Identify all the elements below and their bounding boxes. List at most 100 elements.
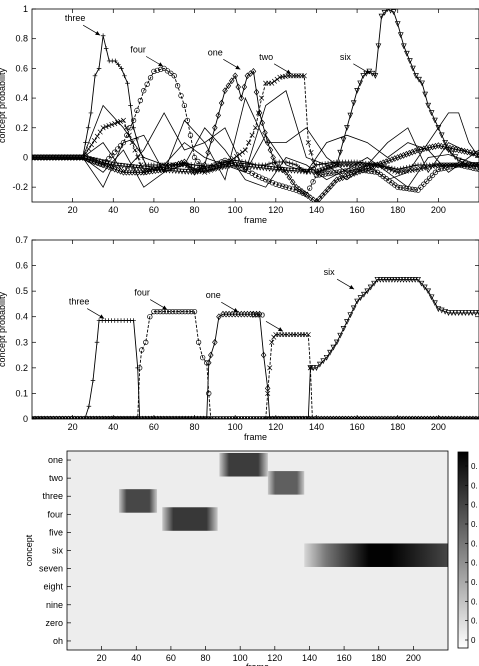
chart-0-series-4-point: [435, 125, 442, 131]
chart-0-xtick-label: 120: [268, 205, 283, 215]
chart-1-series-4-point: [445, 310, 452, 316]
chart-0-annotation: one: [208, 47, 223, 57]
chart-1-series-4-point: [323, 354, 330, 361]
chart-0-annotation-arrowhead: [158, 62, 164, 67]
chart-0-series-1-point: [432, 169, 439, 175]
chart-0-series-2-point: [319, 192, 326, 199]
chart-0-series-4-point: [269, 166, 276, 173]
chart-0-series-3-point: [100, 125, 106, 131]
chart-0-series-1-point: [397, 184, 404, 191]
chart-1-series-1-point: [143, 339, 149, 345]
chart-0-series-4-point: [357, 80, 364, 87]
chart-1-series-4-point: [38, 416, 44, 419]
chart-1-xtick-label: 40: [108, 422, 118, 432]
chart-1-series-4-point: [214, 416, 221, 419]
heatmap-cell-two: [267, 471, 305, 495]
chart-1-series-0-point: [54, 416, 60, 419]
heatmap-ytick-label: four: [47, 509, 63, 519]
chart-0-series-3-point: [234, 153, 240, 159]
chart-1-series-0-point: [403, 416, 408, 419]
chart-1-series-4-point: [247, 416, 254, 419]
chart-1-series-0-point: [32, 416, 38, 419]
chart-1-series-1-point: [157, 308, 163, 315]
chart-1-xtick-label: 200: [431, 422, 446, 432]
chart-0-series-8: [32, 127, 479, 188]
chart-1-series-0: [32, 318, 479, 419]
chart-0-xtick-label: 20: [68, 205, 78, 215]
chart-1-series-0-point: [42, 416, 47, 419]
heatmap-xtick-label: 100: [233, 653, 248, 663]
chart-1-series-3-point: [271, 334, 277, 340]
chart-0-series-1-point: [252, 172, 259, 178]
chart-0-series-0-point: [293, 162, 299, 168]
chart-0-series-4-point: [119, 163, 126, 169]
chart-0-series-2-point: [348, 171, 355, 178]
chart-1-series-4-point: [35, 416, 41, 419]
chart-1-frame: [31, 239, 479, 420]
chart-1-series-4-point: [199, 416, 205, 419]
chart-0-series-1-point: [279, 183, 286, 189]
chart-1-series-1-point: [137, 365, 143, 371]
chart-1-series-4-point: [226, 416, 233, 419]
chart-1-series-0-point: [94, 339, 100, 345]
chart-0-series-1-point: [316, 172, 323, 178]
chart-1-series-1-point: [206, 390, 212, 397]
chart-0-series-2-point: [351, 170, 357, 177]
chart-1-series-4-point: [380, 276, 387, 283]
chart-1-series-4-point: [117, 416, 123, 419]
chart-1-series-0-point: [452, 416, 457, 419]
chart-0-series-3-point: [187, 164, 193, 170]
chart-0-series-3-point: [103, 124, 109, 130]
chart-0-series-4-point: [307, 169, 314, 175]
chart-0-series-2-point: [476, 151, 479, 158]
chart-0-series-4-point: [279, 167, 285, 173]
chart-1-series-4-point: [465, 310, 472, 316]
chart-0-series-3-point: [91, 137, 97, 144]
chart-0-series-1-point: [130, 117, 137, 123]
chart-0-series-4-point: [154, 166, 160, 173]
chart-1-series-4-point: [229, 416, 236, 419]
chart-0-series-3-point: [141, 169, 147, 175]
chart-0-series-0-point: [100, 33, 106, 39]
chart-0-series-0-point: [328, 160, 334, 166]
chart-0-series-2-point: [313, 198, 320, 202]
chart-1-ylabel: concept probability: [0, 291, 7, 367]
chart-0-series-4-point: [472, 162, 479, 168]
heatmap-xtick-label: 40: [131, 653, 141, 663]
chart-1-series-1-point: [151, 308, 157, 315]
chart-0-series-0-point: [83, 140, 88, 145]
chart-1-series-0-point: [424, 416, 430, 419]
heatmap-ytick-label: six: [52, 546, 63, 556]
chart-0-series-4-point: [313, 169, 320, 176]
chart-1-series-4-point: [320, 358, 327, 365]
chart-1-series-4-point: [108, 416, 114, 419]
chart-0-series-2-point: [322, 189, 328, 196]
chart-0-xtick-label: 40: [108, 205, 118, 215]
chart-1-series-1-point: [188, 308, 195, 315]
chart-1-series-4-point: [44, 416, 51, 419]
chart-0-series-1-point: [151, 68, 157, 75]
chart-0-series-3-point: [109, 122, 115, 128]
chart-0-series-3-point: [115, 119, 121, 126]
chart-1-series-4-point: [86, 416, 93, 419]
chart-0-annotation-arrowhead: [235, 65, 241, 70]
chart-0-series-3-point: [301, 73, 307, 79]
chart-1-series-4-point: [95, 416, 102, 419]
chart-0-series-1-point: [441, 165, 447, 171]
chart-0-series-4-point: [176, 168, 182, 175]
chart-1-series-0-point: [440, 416, 445, 419]
chart-0-series-3-point: [135, 154, 141, 161]
chart-0-annotation: three: [65, 13, 86, 23]
chart-0-series-0-point: [401, 165, 406, 171]
chart-1-series-4-point: [476, 310, 479, 316]
chart-1-annotation: four: [134, 288, 150, 298]
colorbar-tick-label: 0: [471, 636, 476, 645]
chart-0-series-1-point: [395, 184, 401, 190]
chart-0-series-1-point: [134, 107, 140, 114]
chart-1-ytick-label: 0.5: [15, 286, 28, 296]
chart-1-series-4-point: [278, 416, 284, 419]
chart-0-series-4-point: [404, 50, 410, 57]
heatmap-ytick-label: five: [49, 527, 63, 537]
chart-0-series-1-point: [273, 181, 279, 187]
chart-0-series-2-point: [397, 153, 404, 160]
